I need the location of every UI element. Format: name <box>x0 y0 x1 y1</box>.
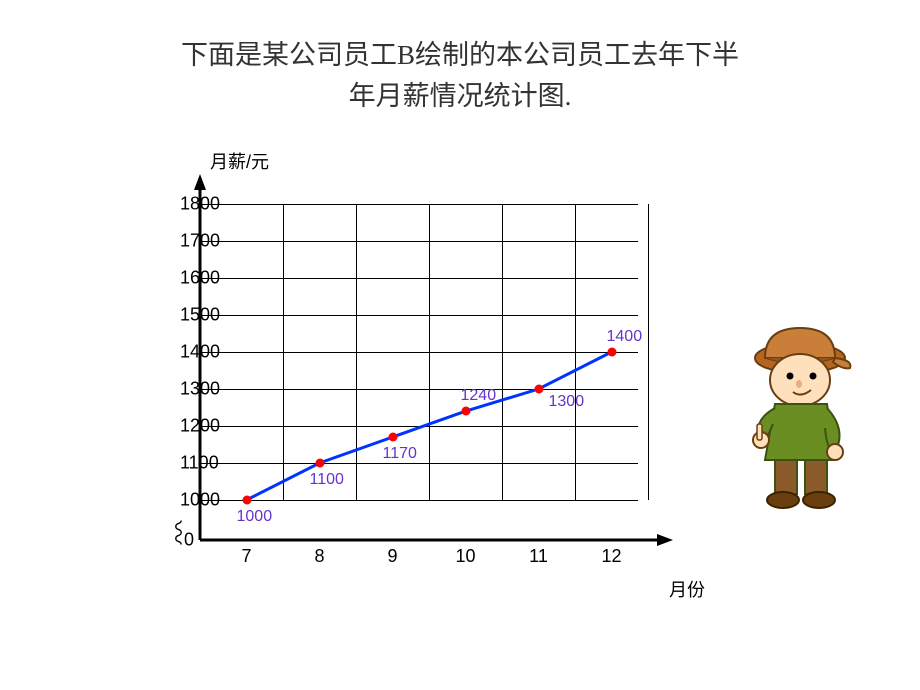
data-point <box>242 496 251 505</box>
cartoon-character-icon <box>735 320 865 510</box>
value-label: 1300 <box>549 393 585 411</box>
value-label: 1000 <box>237 508 273 526</box>
value-label: 1400 <box>607 328 643 346</box>
title-line-2: 年月薪情况统计图. <box>349 81 572 111</box>
x-axis-title: 月份 <box>669 576 705 602</box>
value-label: 1240 <box>461 387 497 405</box>
title-line-1: 下面是某公司员工B绘制的本公司员工去年下半 <box>181 40 739 70</box>
value-label: 1100 <box>310 471 344 489</box>
data-point <box>461 407 470 416</box>
value-label: 1170 <box>383 445 417 463</box>
data-point <box>607 348 616 357</box>
data-point <box>534 385 543 394</box>
data-point <box>388 433 397 442</box>
page-title: 下面是某公司员工B绘制的本公司员工去年下半 年月薪情况统计图. <box>0 0 920 116</box>
salary-chart: 月薪/元 月份 01000110012001300140015001600170… <box>180 170 650 570</box>
data-point <box>315 459 324 468</box>
